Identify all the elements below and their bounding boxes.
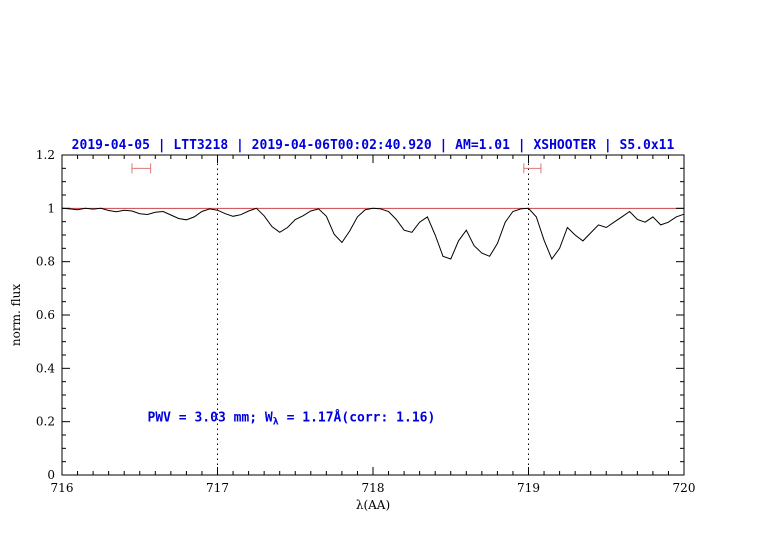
y-tick-label: 1.2 xyxy=(36,148,55,162)
y-axis-label: norm. flux xyxy=(9,284,23,346)
range-marker xyxy=(523,163,542,174)
y-tick-label: 0.6 xyxy=(36,308,55,322)
y-tick-label: 0.8 xyxy=(36,255,55,269)
x-axis-label: λ(AA) xyxy=(356,498,390,512)
y-tick-label: 0.4 xyxy=(36,361,55,375)
y-tick-label: 0.2 xyxy=(36,415,55,429)
y-tick-label: 0 xyxy=(47,468,55,482)
spectrum-line xyxy=(61,207,685,261)
x-tick-label: 718 xyxy=(362,481,385,495)
plot-frame xyxy=(61,154,685,476)
x-tick-label: 717 xyxy=(206,481,229,495)
range-marker xyxy=(131,163,152,174)
plot-area: 716 717 718 719 720 0 0.2 0.4 0.6 0.8 1 1.2 PWV = 3.… xyxy=(36,148,696,495)
y-tick-label: 1 xyxy=(47,201,55,215)
x-tick-label: 720 xyxy=(673,481,696,495)
x-tick-label: 716 xyxy=(51,481,74,495)
x-tick-label: 719 xyxy=(517,481,540,495)
chart-title: 2019-04-05 | LTT3218 | 2019-04-06T00:02:… xyxy=(72,138,675,153)
pwv-annotation: PWV = 3.03 mm; Wλ = 1.17Å(corr: 1.16) xyxy=(148,410,436,428)
